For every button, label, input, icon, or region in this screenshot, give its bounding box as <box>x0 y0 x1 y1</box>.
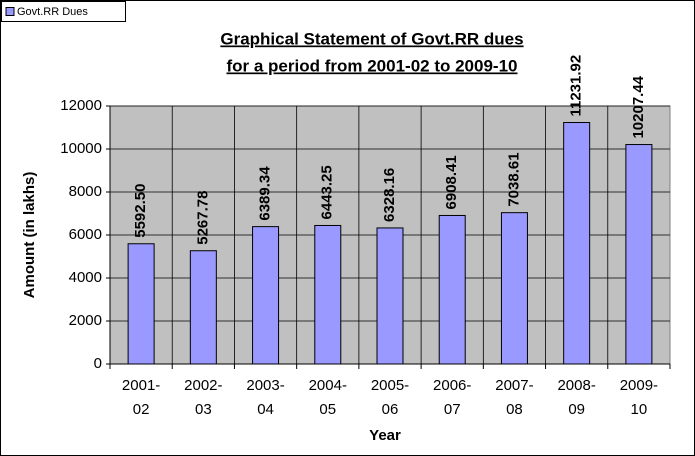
x-tick-label: 2004-05 <box>309 377 347 418</box>
value-label: 6908.41 <box>443 155 460 209</box>
value-label: 5267.78 <box>194 191 211 245</box>
x-tick-label: 2006-07 <box>433 377 471 418</box>
x-tick-label: 2005-06 <box>371 377 409 418</box>
bar <box>127 243 155 365</box>
bar <box>500 212 528 365</box>
y-tick-label: 6000 <box>69 226 102 243</box>
value-label: 6389.34 <box>257 166 274 221</box>
legend-swatch <box>5 7 15 16</box>
value-label: 7038.61 <box>505 152 522 206</box>
x-tick-label: 2009-10 <box>620 377 658 418</box>
y-tick-label: 4000 <box>69 269 102 286</box>
y-tick-label: 12000 <box>60 97 102 114</box>
x-tick-label: 2001-02 <box>122 377 160 418</box>
x-tick-label: 2003-04 <box>246 377 284 418</box>
x-tick-label: 2007-08 <box>495 377 533 418</box>
bar <box>252 226 280 365</box>
y-tick-label: 2000 <box>69 312 102 329</box>
legend: Govt.RR Dues <box>1 1 126 22</box>
x-tick-label: 2002-03 <box>184 377 222 418</box>
value-label: 10207.44 <box>630 75 647 138</box>
bar <box>625 144 653 365</box>
x-axis-title: Year <box>369 427 401 444</box>
bar <box>376 227 404 365</box>
bar <box>563 122 591 365</box>
value-label: 6328.16 <box>381 168 398 222</box>
y-axis-title: Amount (in lakhs) <box>21 172 38 299</box>
x-tick-label: 2008-09 <box>557 377 595 418</box>
chart-subtitle: for a period from 2001-02 to 2009-10 <box>226 56 517 75</box>
bar <box>314 224 342 365</box>
y-tick-label: 8000 <box>69 183 102 200</box>
chart-title: Graphical Statement of Govt.RR dues <box>220 29 523 48</box>
y-tick-label: 0 <box>94 355 102 372</box>
legend-label: Govt.RR Dues <box>17 6 88 18</box>
legend-box <box>1 1 126 22</box>
value-label: 5592.50 <box>132 184 149 238</box>
value-label: 11231.92 <box>568 55 585 117</box>
y-tick-label: 10000 <box>60 140 102 157</box>
bar <box>438 214 466 365</box>
value-label: 6443.25 <box>319 165 336 219</box>
bar <box>189 250 217 365</box>
